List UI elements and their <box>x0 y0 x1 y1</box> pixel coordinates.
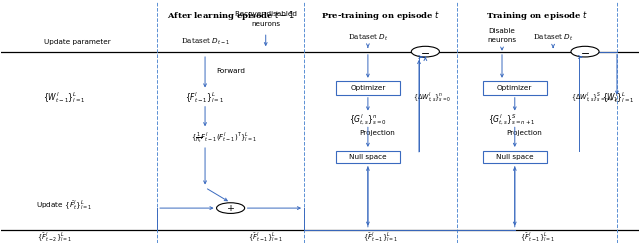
Text: $\{W^l_{t-1}\}^L_{l=1}$: $\{W^l_{t-1}\}^L_{l=1}$ <box>44 90 86 105</box>
Text: $-$: $-$ <box>420 47 430 57</box>
Text: Update parameter: Update parameter <box>44 39 111 45</box>
Text: $\{W^l_t\}^L_{l=1}$: $\{W^l_t\}^L_{l=1}$ <box>602 90 635 105</box>
Text: $\{G^l_{t,s}\}^n_{s=0}$: $\{G^l_{t,s}\}^n_{s=0}$ <box>349 112 387 127</box>
Text: After learning episode $t-1$: After learning episode $t-1$ <box>166 9 294 22</box>
Text: $\{\Delta W^l_{t,s}\}^n_{s=0}$: $\{\Delta W^l_{t,s}\}^n_{s=0}$ <box>413 91 451 104</box>
FancyBboxPatch shape <box>336 151 400 163</box>
Text: $\{\frac{1}{n_t}F^l_{t-1}(F^l_{t-1})^{\rm T}\}^L_{l=1}$: $\{\frac{1}{n_t}F^l_{t-1}(F^l_{t-1})^{\r… <box>191 130 257 145</box>
Text: $\{\bar{F}^l_{t-1}\}^L_{l=1}$: $\{\bar{F}^l_{t-1}\}^L_{l=1}$ <box>520 231 555 244</box>
Text: neurons: neurons <box>251 21 280 27</box>
Text: $\{F^l_{t-1}\}^L_{l=1}$: $\{F^l_{t-1}\}^L_{l=1}$ <box>186 90 225 105</box>
Text: Projection: Projection <box>360 130 396 136</box>
Text: Optimizer: Optimizer <box>350 85 385 91</box>
Text: Pre-training on episode $t$: Pre-training on episode $t$ <box>321 9 440 22</box>
Text: Optimizer: Optimizer <box>497 85 532 91</box>
Text: Projection: Projection <box>506 130 542 136</box>
FancyBboxPatch shape <box>336 81 400 95</box>
Text: Null space: Null space <box>496 154 534 160</box>
Text: Dataset $D_t$: Dataset $D_t$ <box>348 33 388 43</box>
FancyBboxPatch shape <box>483 151 547 163</box>
Circle shape <box>412 46 440 57</box>
Text: Recover disabled: Recover disabled <box>235 11 297 17</box>
Text: Training on episode $t$: Training on episode $t$ <box>486 9 588 22</box>
Text: $\{\bar{F}^l_{t-1}\}^L_{l=1}$: $\{\bar{F}^l_{t-1}\}^L_{l=1}$ <box>248 231 284 244</box>
Text: neurons: neurons <box>488 37 516 43</box>
Text: Forward: Forward <box>216 68 245 74</box>
Circle shape <box>571 46 599 57</box>
Text: Update $\{\bar{F}^l_t\}^L_{l=1}$: Update $\{\bar{F}^l_t\}^L_{l=1}$ <box>36 199 93 213</box>
Text: Null space: Null space <box>349 154 387 160</box>
Text: $\{\Delta W^l_{t,s}\}^S_{s=n+1}$: $\{\Delta W^l_{t,s}\}^S_{s=n+1}$ <box>572 91 618 104</box>
FancyBboxPatch shape <box>483 81 547 95</box>
Text: $\{\bar{F}^l_{t-2}\}^L_{l=1}$: $\{\bar{F}^l_{t-2}\}^L_{l=1}$ <box>37 231 72 244</box>
Circle shape <box>216 203 244 214</box>
Text: Dataset $D_t$: Dataset $D_t$ <box>533 33 573 43</box>
Text: Disable: Disable <box>488 28 515 34</box>
Text: $+$: $+$ <box>226 203 235 213</box>
Text: $\{G^l_{t,s}\}^S_{s=n+1}$: $\{G^l_{t,s}\}^S_{s=n+1}$ <box>488 112 536 127</box>
Text: Dataset $D_{t-1}$: Dataset $D_{t-1}$ <box>180 37 230 47</box>
Text: $-$: $-$ <box>580 47 590 57</box>
Text: $\{\bar{F}^l_{t-1}\}^L_{l=1}$: $\{\bar{F}^l_{t-1}\}^L_{l=1}$ <box>363 231 398 244</box>
